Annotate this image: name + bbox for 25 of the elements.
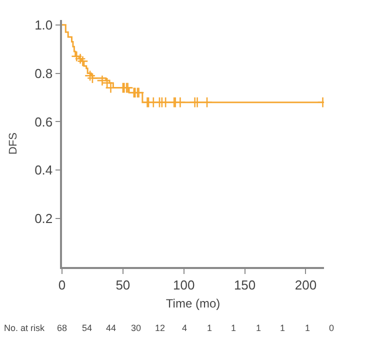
text: 30 (131, 323, 142, 333)
text: 1 (305, 323, 310, 333)
text: 1 (256, 323, 262, 333)
y-tick-label: 0.8 (34, 66, 53, 81)
x-axis-title: Time (mo) (166, 296, 220, 311)
text: 54 (82, 323, 92, 333)
text: 0 (329, 323, 334, 333)
text: 1 (280, 323, 286, 333)
x-tick-label: 100 (173, 277, 195, 292)
text: 12 (155, 323, 166, 333)
y-tick-label: 0.4 (34, 162, 53, 178)
x-tick-label: 50 (116, 277, 130, 292)
text: 1 (207, 323, 212, 333)
y-tick-label: 0.6 (34, 114, 53, 130)
y-axis-title: DFS (8, 132, 20, 154)
x-tick-label: 0 (58, 277, 66, 292)
text: 44 (106, 323, 116, 333)
x-tick-label: 200 (294, 277, 317, 292)
y-tick-label: 0.2 (34, 211, 53, 226)
text: 68 (57, 323, 68, 333)
text: 1 (231, 323, 236, 333)
y-tick-label: 1.0 (34, 17, 53, 32)
x-tick-label: 150 (234, 277, 256, 292)
text: 4 (182, 323, 188, 333)
text: No. at risk (4, 323, 46, 333)
